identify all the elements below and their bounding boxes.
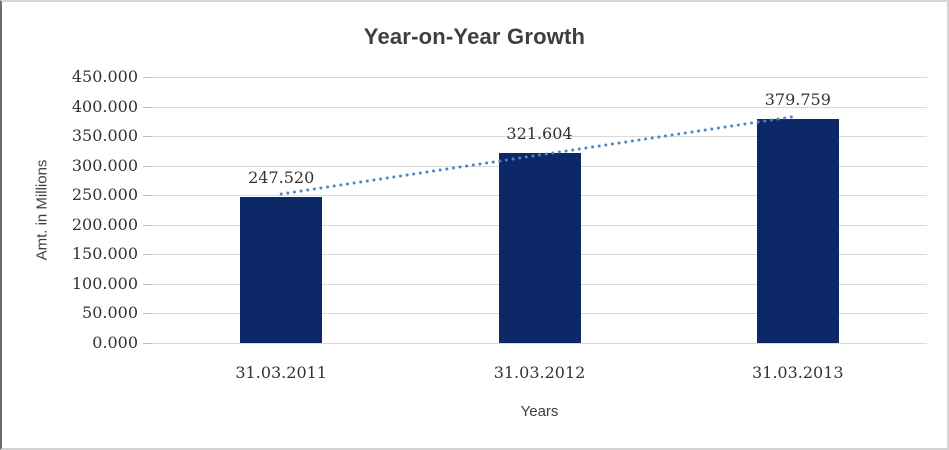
bar-data-label: 247.520 bbox=[248, 167, 315, 187]
bar bbox=[498, 152, 581, 343]
gridline bbox=[152, 77, 927, 78]
y-tick-label: 250.000 bbox=[71, 185, 138, 205]
bar-data-label: 379.759 bbox=[764, 89, 831, 109]
bar-data-label: 321.604 bbox=[506, 123, 573, 143]
y-tick-label: 450.000 bbox=[71, 67, 138, 86]
y-tick-mark bbox=[143, 106, 152, 108]
y-tick-mark bbox=[143, 343, 152, 344]
y-tick-mark bbox=[143, 136, 152, 138]
x-axis-title: Years bbox=[520, 403, 559, 420]
gridline bbox=[152, 343, 927, 344]
x-tick-label: 31.03.2013 bbox=[751, 363, 844, 382]
y-tick-mark bbox=[143, 224, 152, 226]
y-tick-label: 50.000 bbox=[82, 303, 138, 323]
chart-title: Year-on-Year Growth bbox=[363, 24, 586, 49]
bar bbox=[756, 118, 839, 343]
gridline bbox=[152, 106, 927, 108]
y-tick-label: 400.000 bbox=[71, 96, 138, 116]
x-tick-label: 31.03.2012 bbox=[493, 363, 586, 382]
y-tick-mark bbox=[143, 283, 152, 285]
y-tick-mark bbox=[143, 254, 152, 256]
x-tick-label: 31.03.2011 bbox=[235, 363, 327, 382]
y-tick-mark bbox=[143, 313, 152, 315]
y-tick-mark bbox=[143, 77, 152, 78]
y-tick-label: 100.000 bbox=[71, 273, 138, 293]
y-tick-label: 350.000 bbox=[71, 126, 138, 146]
y-tick-label: 300.000 bbox=[71, 155, 138, 175]
y-tick-label: 200.000 bbox=[71, 214, 138, 234]
y-tick-label: 150.000 bbox=[71, 244, 138, 264]
y-tick-label: 0.000 bbox=[92, 333, 138, 352]
bar bbox=[240, 196, 323, 343]
y-tick-mark bbox=[143, 195, 152, 197]
y-tick-mark bbox=[143, 165, 152, 167]
